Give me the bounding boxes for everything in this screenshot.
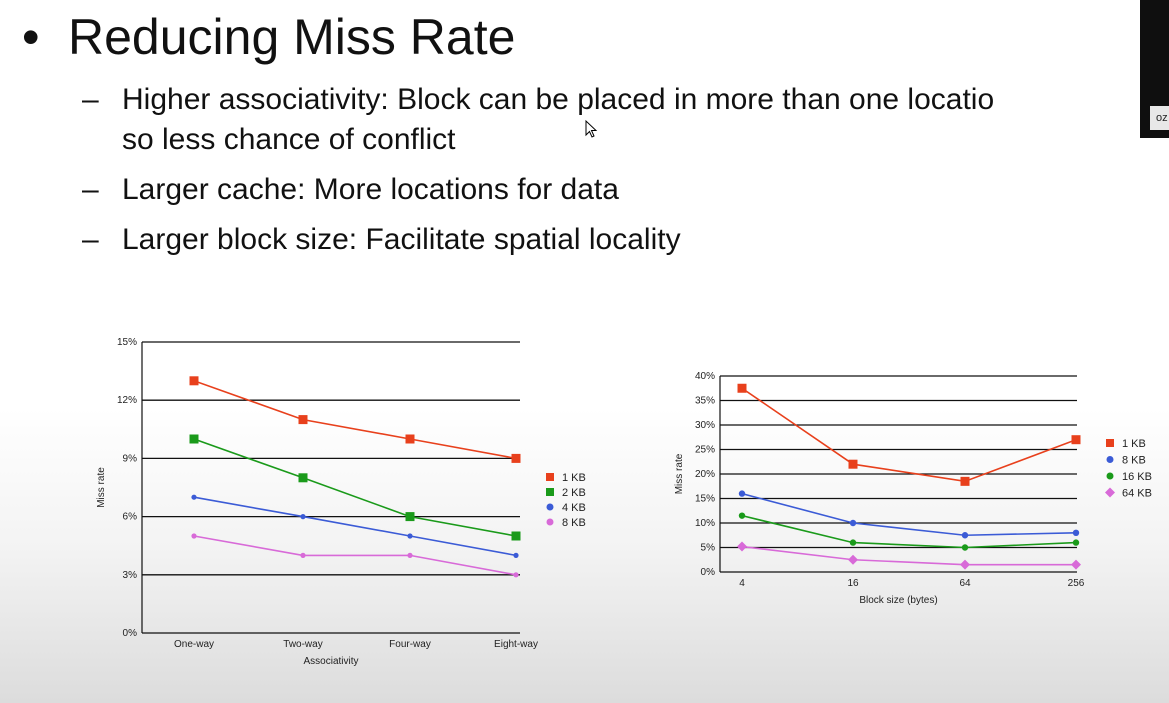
dash-1: – (82, 83, 99, 116)
data-point (300, 552, 306, 559)
series-line-4-kb (193, 496, 517, 557)
data-point (848, 459, 858, 469)
bullet-2-line-1: Larger cache: More locations for data (122, 173, 619, 206)
legend-swatch (546, 473, 554, 481)
legend-swatch (1106, 439, 1114, 447)
x-tick-label: Two-way (283, 639, 322, 650)
y-tick-label: 0% (701, 567, 716, 578)
series-line-2-kb (193, 438, 517, 537)
dash-2: – (82, 173, 99, 206)
bullet-3-line-1: Larger block size: Facilitate spatial lo… (122, 223, 681, 256)
data-point (405, 512, 415, 522)
mouse-cursor-icon (585, 119, 598, 138)
data-point (191, 494, 197, 500)
x-tick-label: 64 (959, 578, 971, 589)
data-point (1072, 539, 1080, 546)
data-point (405, 434, 415, 444)
y-tick-label: 10% (695, 518, 715, 529)
y-tick-label: 20% (695, 469, 715, 480)
y-tick-label: 12% (117, 395, 137, 406)
data-point (511, 531, 521, 541)
data-point (1071, 559, 1081, 570)
bullet-1-line-1: Higher associativity: Block can be place… (122, 83, 995, 116)
title-text: Reducing Miss Rate (68, 9, 516, 65)
y-tick-label: 30% (695, 420, 715, 431)
x-tick-label: One-way (174, 639, 214, 650)
data-point (1071, 435, 1081, 445)
x-tick-label: Four-way (389, 639, 431, 650)
overlay-tag: oz (1150, 106, 1169, 130)
y-tick-label: 0% (123, 628, 138, 639)
data-point (189, 376, 199, 386)
legend-label: 1 KB (562, 472, 586, 484)
y-tick-label: 25% (695, 445, 715, 456)
y-tick-label: 15% (695, 494, 715, 505)
data-point (511, 453, 521, 463)
legend-swatch (1106, 456, 1114, 463)
y-tick-label: 35% (695, 396, 715, 407)
data-point (848, 554, 858, 565)
series-line-1-kb (741, 387, 1077, 483)
bullet-1-line-2: so less chance of conflict (122, 123, 456, 156)
y-axis-label: Miss rate (96, 467, 107, 508)
x-tick-label: 4 (739, 578, 745, 589)
data-point (961, 544, 969, 551)
data-point (407, 552, 413, 559)
series-line-8-kb (741, 492, 1077, 537)
data-point (738, 512, 746, 519)
y-tick-label: 9% (123, 453, 138, 464)
series-line-64-kb (741, 545, 1076, 566)
series-line-8-kb (193, 535, 517, 576)
legend-swatch (546, 503, 554, 511)
data-point (298, 415, 308, 425)
data-point (189, 434, 199, 444)
x-tick-label: 256 (1068, 578, 1085, 589)
data-point (737, 541, 747, 552)
data-point (849, 519, 857, 527)
legend-label: 1 KB (1122, 438, 1146, 450)
legend-label: 64 KB (1122, 488, 1152, 500)
legend-label: 8 KB (1122, 455, 1146, 467)
data-point (513, 572, 519, 578)
series-line-1-kb (193, 380, 517, 460)
series-line-16-kb (741, 514, 1077, 549)
x-axis-label: Block size (bytes) (859, 595, 937, 606)
legend-label: 4 KB (562, 502, 586, 514)
data-point (737, 383, 747, 393)
data-point (191, 533, 197, 539)
data-point (407, 533, 413, 539)
legend-swatch (546, 488, 554, 496)
data-point (1072, 529, 1080, 536)
legend-swatch (1105, 487, 1115, 498)
y-tick-label: 15% (117, 337, 137, 348)
x-tick-label: 16 (847, 578, 859, 589)
x-tick-label: Eight-way (494, 639, 538, 650)
y-tick-label: 5% (701, 543, 716, 554)
data-point (961, 532, 969, 539)
data-point (960, 559, 970, 570)
data-point (513, 552, 519, 559)
data-point (960, 476, 970, 486)
data-point (300, 514, 306, 520)
data-point (849, 539, 857, 546)
legend-swatch (1106, 472, 1114, 480)
data-point (738, 490, 746, 497)
video-overlay-panel: oz (1140, 0, 1169, 138)
data-point (298, 473, 308, 483)
y-tick-label: 6% (123, 512, 138, 523)
legend-swatch (546, 518, 554, 526)
title-bullet: • (22, 9, 40, 65)
y-tick-label: 40% (695, 371, 715, 382)
slide-title: • Reducing Miss Rate (22, 4, 515, 70)
y-axis-label: Miss rate (674, 453, 685, 494)
x-axis-label: Associativity (303, 656, 358, 667)
y-tick-label: 3% (123, 570, 138, 581)
legend-label: 2 KB (562, 487, 586, 499)
legend-label: 8 KB (562, 517, 586, 529)
legend-label: 16 KB (1122, 471, 1152, 483)
dash-3: – (82, 223, 99, 256)
